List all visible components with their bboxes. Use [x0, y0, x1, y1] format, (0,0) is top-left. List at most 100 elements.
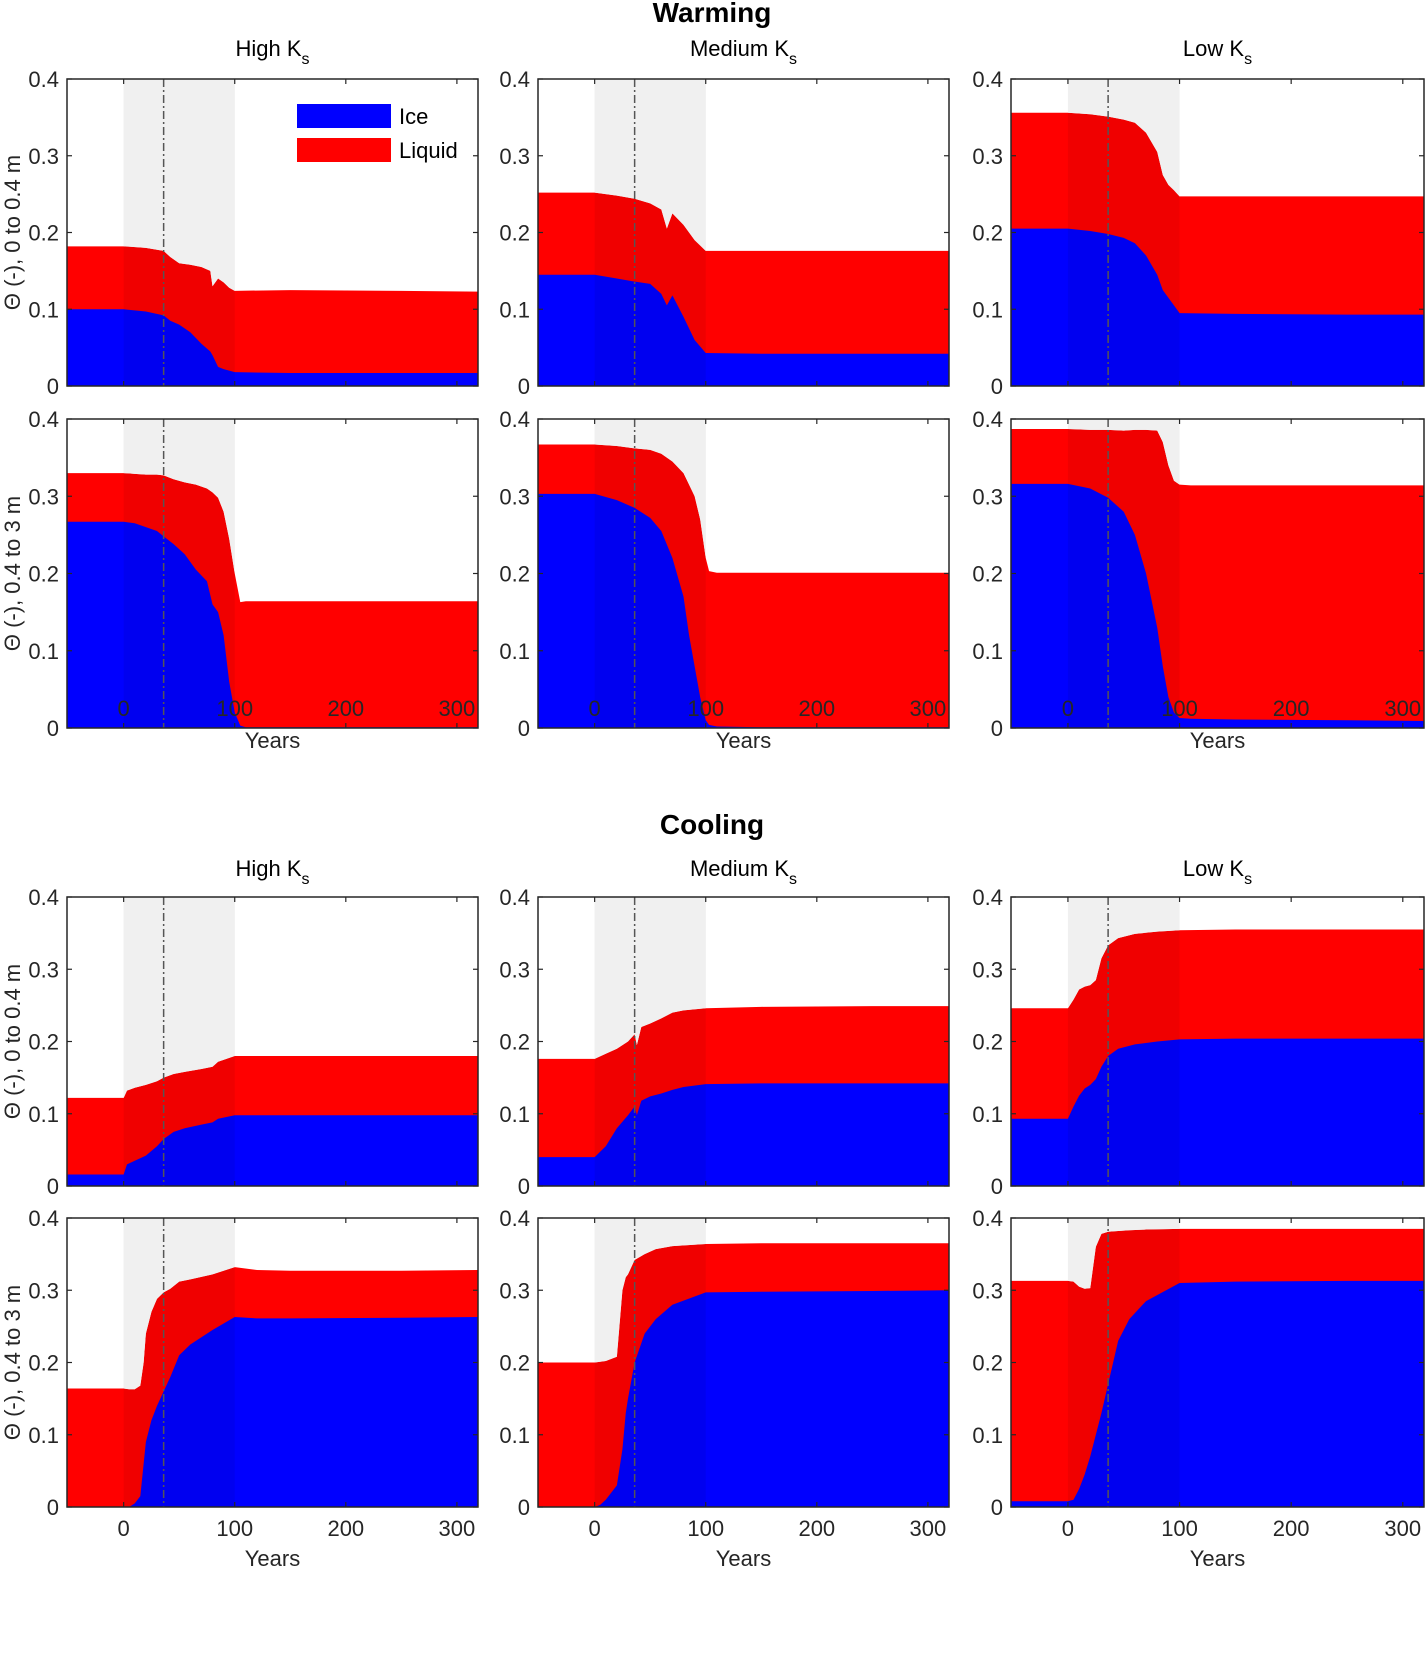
x-tick-label: 300 — [1384, 696, 1421, 721]
shaded-background — [1067, 79, 1180, 197]
y-tick-label: 0.2 — [972, 1351, 1003, 1376]
y-tick-label: 0.4 — [28, 67, 59, 92]
x-axis-label: Years — [716, 1546, 771, 1571]
y-tick-label: 0.3 — [28, 957, 59, 982]
legend-swatch-ice — [297, 104, 391, 128]
x-tick-label: 200 — [1273, 1516, 1310, 1541]
x-tick-label: 0 — [1062, 696, 1074, 721]
panel-warming-r0-c1: 0 0.1 0.2 0.3 0.4 — [499, 67, 950, 399]
y-tick-label: 0.1 — [28, 639, 59, 664]
y-axis-label: Θ (-), 0.4 to 3 m — [0, 496, 25, 651]
x-axis-label: Years — [716, 728, 771, 753]
x-tick-label: 100 — [216, 1516, 253, 1541]
panel-title-warming-0: High Ks — [235, 36, 309, 68]
x-tick-label: 0 — [1062, 1516, 1074, 1541]
panel-title-cooling-0: High Ks — [235, 856, 309, 888]
y-tick-label: 0.1 — [28, 1102, 59, 1127]
y-tick-label: 0 — [991, 1174, 1003, 1199]
y-tick-label: 0.3 — [972, 144, 1003, 169]
y-tick-label: 0.1 — [28, 1423, 59, 1448]
x-tick-label: 200 — [327, 1516, 364, 1541]
y-tick-label: 0 — [518, 374, 530, 399]
x-tick-label: 0 — [589, 696, 601, 721]
y-tick-label: 0.2 — [28, 1030, 59, 1055]
x-axis-label: Years — [1190, 1546, 1245, 1571]
section-title-warming: Warming — [653, 0, 772, 28]
y-tick-label: 0.4 — [28, 407, 59, 432]
panel-cooling-r0-c0: 0 0.1 0.2 0.3 0.4 Θ (-), 0 to 0.4 m — [0, 885, 479, 1199]
y-tick-label: 0.1 — [28, 297, 59, 322]
y-tick-label: 0.2 — [972, 221, 1003, 246]
shaded-period — [1067, 419, 1180, 728]
panels: High Ks Medium Ks Low Ks High Ks Medium Ks Lo… — [0, 36, 1425, 1571]
y-tick-label: 0.2 — [28, 221, 59, 246]
shaded-background — [123, 1218, 235, 1390]
y-tick-label: 0.3 — [499, 484, 530, 509]
x-tick-label: 300 — [1384, 1516, 1421, 1541]
y-tick-label: 0.2 — [972, 1030, 1003, 1055]
x-tick-label: 300 — [439, 1516, 476, 1541]
y-tick-label: 0.4 — [499, 407, 530, 432]
y-tick-label: 0.1 — [972, 639, 1003, 664]
y-tick-label: 0.4 — [972, 407, 1003, 432]
y-tick-label: 0 — [47, 1495, 59, 1520]
y-tick-label: 0 — [991, 374, 1003, 399]
shaded-background — [1067, 897, 1180, 1009]
shaded-background — [594, 419, 706, 559]
panel-cooling-r1-c1: 0 100 200 300 0 0.1 0.2 0.3 0.4 Years — [499, 1206, 950, 1571]
legend-label-liquid: Liquid — [399, 138, 458, 163]
y-tick-label: 0.2 — [499, 221, 530, 246]
panel-title-warming-1: Medium Ks — [690, 36, 797, 68]
panel-warming-r1-c0: 0 100 200 300 0 0.1 0.2 0.3 0.4 Years Θ (-), 0.4 t… — [0, 407, 479, 753]
y-tick-label: 0.3 — [28, 1278, 59, 1303]
y-tick-label: 0 — [991, 1495, 1003, 1520]
x-axis-label: Years — [1190, 728, 1245, 753]
y-tick-label: 0.3 — [499, 144, 530, 169]
section-title-cooling: Cooling — [660, 809, 764, 840]
panel-warming-r0-c0: 0 0.1 0.2 0.3 0.4 Θ (-), 0 to 0.4 m Ice Liquid — [0, 67, 479, 399]
y-axis-label: Θ (-), 0.4 to 3 m — [0, 1285, 25, 1440]
y-tick-label: 0.3 — [972, 484, 1003, 509]
x-tick-label: 0 — [118, 696, 130, 721]
shaded-background — [594, 79, 706, 251]
legend-swatch-liquid — [297, 138, 391, 162]
y-tick-label: 0.4 — [972, 1206, 1003, 1231]
panel-warming-r1-c1: 0 100 200 300 0 0.1 0.2 0.3 0.4 Years — [499, 407, 950, 753]
y-tick-label: 0.4 — [499, 1206, 530, 1231]
y-tick-label: 0 — [518, 1495, 530, 1520]
y-tick-label: 0.3 — [28, 144, 59, 169]
shaded-background — [1067, 419, 1180, 485]
y-axis-label: Θ (-), 0 to 0.4 m — [0, 964, 25, 1119]
panel-cooling-r1-c2: 0 100 200 300 0 0.1 0.2 0.3 0.4 Years — [972, 1206, 1425, 1571]
x-tick-label: 100 — [687, 696, 724, 721]
y-tick-label: 0 — [518, 1174, 530, 1199]
x-tick-label: 100 — [216, 696, 253, 721]
panel-title-cooling-2: Low Ks — [1183, 856, 1252, 888]
x-tick-label: 200 — [1273, 696, 1310, 721]
x-tick-label: 100 — [687, 1516, 724, 1541]
x-tick-label: 0 — [118, 1516, 130, 1541]
y-tick-label: 0 — [991, 716, 1003, 741]
panel-cooling-r1-c0: 0 100 200 300 0 0.1 0.2 0.3 0.4 Years Θ (-), 0.4 t… — [0, 1206, 479, 1571]
y-tick-label: 0.2 — [499, 1030, 530, 1055]
panel-cooling-r0-c1: 0 0.1 0.2 0.3 0.4 — [499, 885, 950, 1199]
shaded-background — [123, 419, 235, 574]
x-tick-label: 0 — [589, 1516, 601, 1541]
y-tick-label: 0.4 — [972, 885, 1003, 910]
x-tick-label: 300 — [439, 696, 476, 721]
y-axis-label: Θ (-), 0 to 0.4 m — [0, 155, 25, 310]
y-tick-label: 0.3 — [499, 1278, 530, 1303]
legend-label-ice: Ice — [399, 104, 428, 129]
x-tick-label: 200 — [798, 696, 835, 721]
panel-cooling-r0-c2: 0 0.1 0.2 0.3 0.4 — [972, 885, 1425, 1199]
panel-warming-r1-c2: 0 100 200 300 0 0.1 0.2 0.3 0.4 Years — [972, 407, 1425, 753]
y-tick-label: 0.1 — [499, 297, 530, 322]
panel-warming-r0-c2: 0 0.1 0.2 0.3 0.4 — [972, 67, 1425, 399]
y-tick-label: 0.3 — [972, 957, 1003, 982]
y-tick-label: 0.2 — [28, 562, 59, 587]
y-tick-label: 0.4 — [499, 67, 530, 92]
panel-title-warming-2: Low Ks — [1183, 36, 1252, 68]
shaded-background — [123, 79, 235, 291]
y-tick-label: 0.3 — [28, 484, 59, 509]
